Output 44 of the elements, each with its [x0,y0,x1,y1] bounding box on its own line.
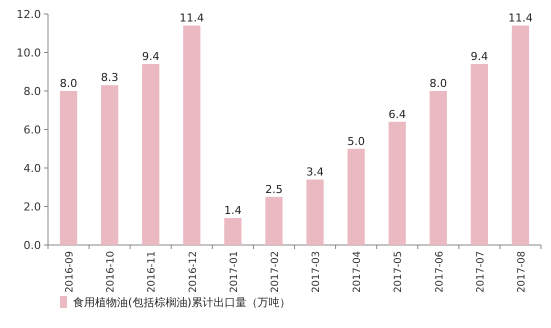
x-tick-label: 2017-02 [270,251,281,293]
text: 11.4 [508,12,533,25]
y-tick-label: 12.0 [16,8,41,21]
bar [224,218,242,245]
text: 8.0 [60,77,78,90]
text: 2.5 [265,182,283,196]
x-tick-label: 2017-05 [393,251,404,293]
bar [347,148,365,245]
text: 11.4 [180,12,204,25]
bar [512,26,530,245]
text: 5.0 [347,134,365,148]
x-tick-label: 2017-04 [352,251,364,293]
bar [388,122,406,245]
bar [430,91,447,245]
x-tick-label: 2017-08 [516,251,528,293]
text: 9.4 [142,50,160,64]
bar [265,196,283,245]
y-tick-label: 6.0 [24,124,41,136]
bar [306,180,324,245]
y-tick-label: 0.0 [24,239,41,252]
y-tick-label: 8.0 [24,85,41,98]
text: 6.4 [388,108,406,121]
bar [100,85,118,245]
x-tick-label: 2016-10 [106,251,117,293]
text: 8.0 [430,77,448,90]
bar [60,91,78,245]
y-tick-label: 4.0 [24,162,41,175]
text: 8.3 [100,71,118,84]
x-tick-label: 2016-11 [146,251,158,293]
x-tick-label: 2017-03 [311,251,322,293]
x-tick-label: 2016-09 [64,251,76,293]
bar [470,64,488,245]
text: 3.4 [306,166,324,179]
text: 1.4 [224,204,242,218]
x-tick-label: 2017-07 [475,251,486,293]
y-tick-label: 10.0 [16,46,41,60]
bar [142,64,160,245]
y-tick-label: 2.0 [24,200,41,214]
text: 9.4 [470,50,488,64]
legend-label: 食用植物油(包括棕榈油)累计出口量（万吨） [73,296,291,309]
x-tick-label: 2016-12 [188,251,199,293]
bar [183,26,200,245]
x-tick-label: 2017-01 [228,251,240,293]
x-tick-label: 2017-06 [434,251,446,293]
